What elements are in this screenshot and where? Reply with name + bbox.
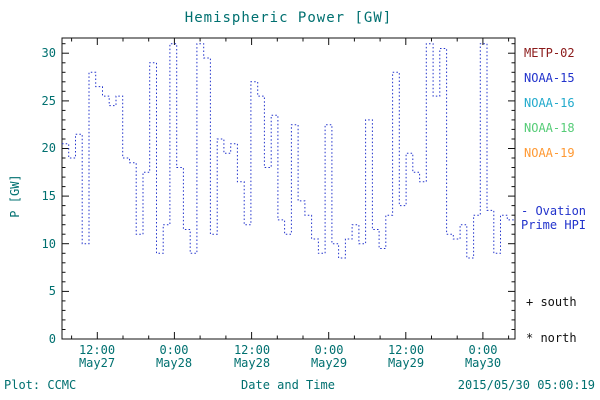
- x-tick-time: 0:00: [468, 343, 498, 357]
- north-marker-note: * north: [526, 331, 577, 345]
- x-tick-label: 12:00 May28: [222, 344, 282, 370]
- x-axis-label: Date and Time: [241, 378, 335, 392]
- x-tick-label: 12:00 May27: [67, 344, 127, 370]
- y-tick-label: 30: [41, 46, 56, 60]
- ovation-label-line2: Prime HPI: [521, 218, 587, 232]
- x-tick-label: 12:00 May29: [376, 344, 436, 370]
- y-tick-label: 0: [48, 332, 56, 346]
- timestamp: 2015/05/30 05:00:19: [457, 378, 595, 392]
- plot-credit: Plot: CCMC: [4, 378, 77, 392]
- x-tick-date: May29: [387, 356, 425, 370]
- legend-item-noaa15: NOAA-15: [524, 71, 575, 85]
- y-tick-label: 15: [41, 189, 56, 203]
- x-tick-time: 0:00: [159, 343, 189, 357]
- x-tick-time: 0:00: [314, 343, 344, 357]
- x-tick-time: 12:00: [78, 343, 116, 357]
- x-tick-date: May30: [464, 356, 502, 370]
- x-tick-date: May28: [155, 356, 193, 370]
- x-tick-date: May28: [233, 356, 271, 370]
- chart-title: Hemispheric Power [GW]: [184, 10, 393, 26]
- y-tick-label: 5: [48, 284, 56, 298]
- x-tick-time: 12:00: [233, 343, 271, 357]
- x-tick-time: 12:00: [387, 343, 425, 357]
- legend-item-noaa16: NOAA-16: [524, 96, 575, 110]
- x-tick-label: 0:00 May28: [144, 344, 204, 370]
- x-tick-date: May27: [78, 356, 116, 370]
- y-tick-label: 25: [41, 94, 56, 108]
- legend-item-noaa18: NOAA-18: [524, 121, 575, 135]
- ovation-prime-label: - Ovation Prime HPI: [521, 204, 586, 232]
- y-tick-label: 20: [41, 141, 56, 155]
- ovation-label-line1: - Ovation: [521, 204, 587, 218]
- x-tick-label: 0:00 May29: [299, 344, 359, 370]
- x-tick-date: May29: [310, 356, 348, 370]
- x-tick-label: 0:00 May30: [453, 344, 513, 370]
- south-marker-note: + south: [526, 295, 577, 309]
- legend-item-metp02: METP-02: [524, 46, 575, 60]
- legend-item-noaa19: NOAA-19: [524, 146, 575, 160]
- y-tick-label: 10: [41, 237, 56, 251]
